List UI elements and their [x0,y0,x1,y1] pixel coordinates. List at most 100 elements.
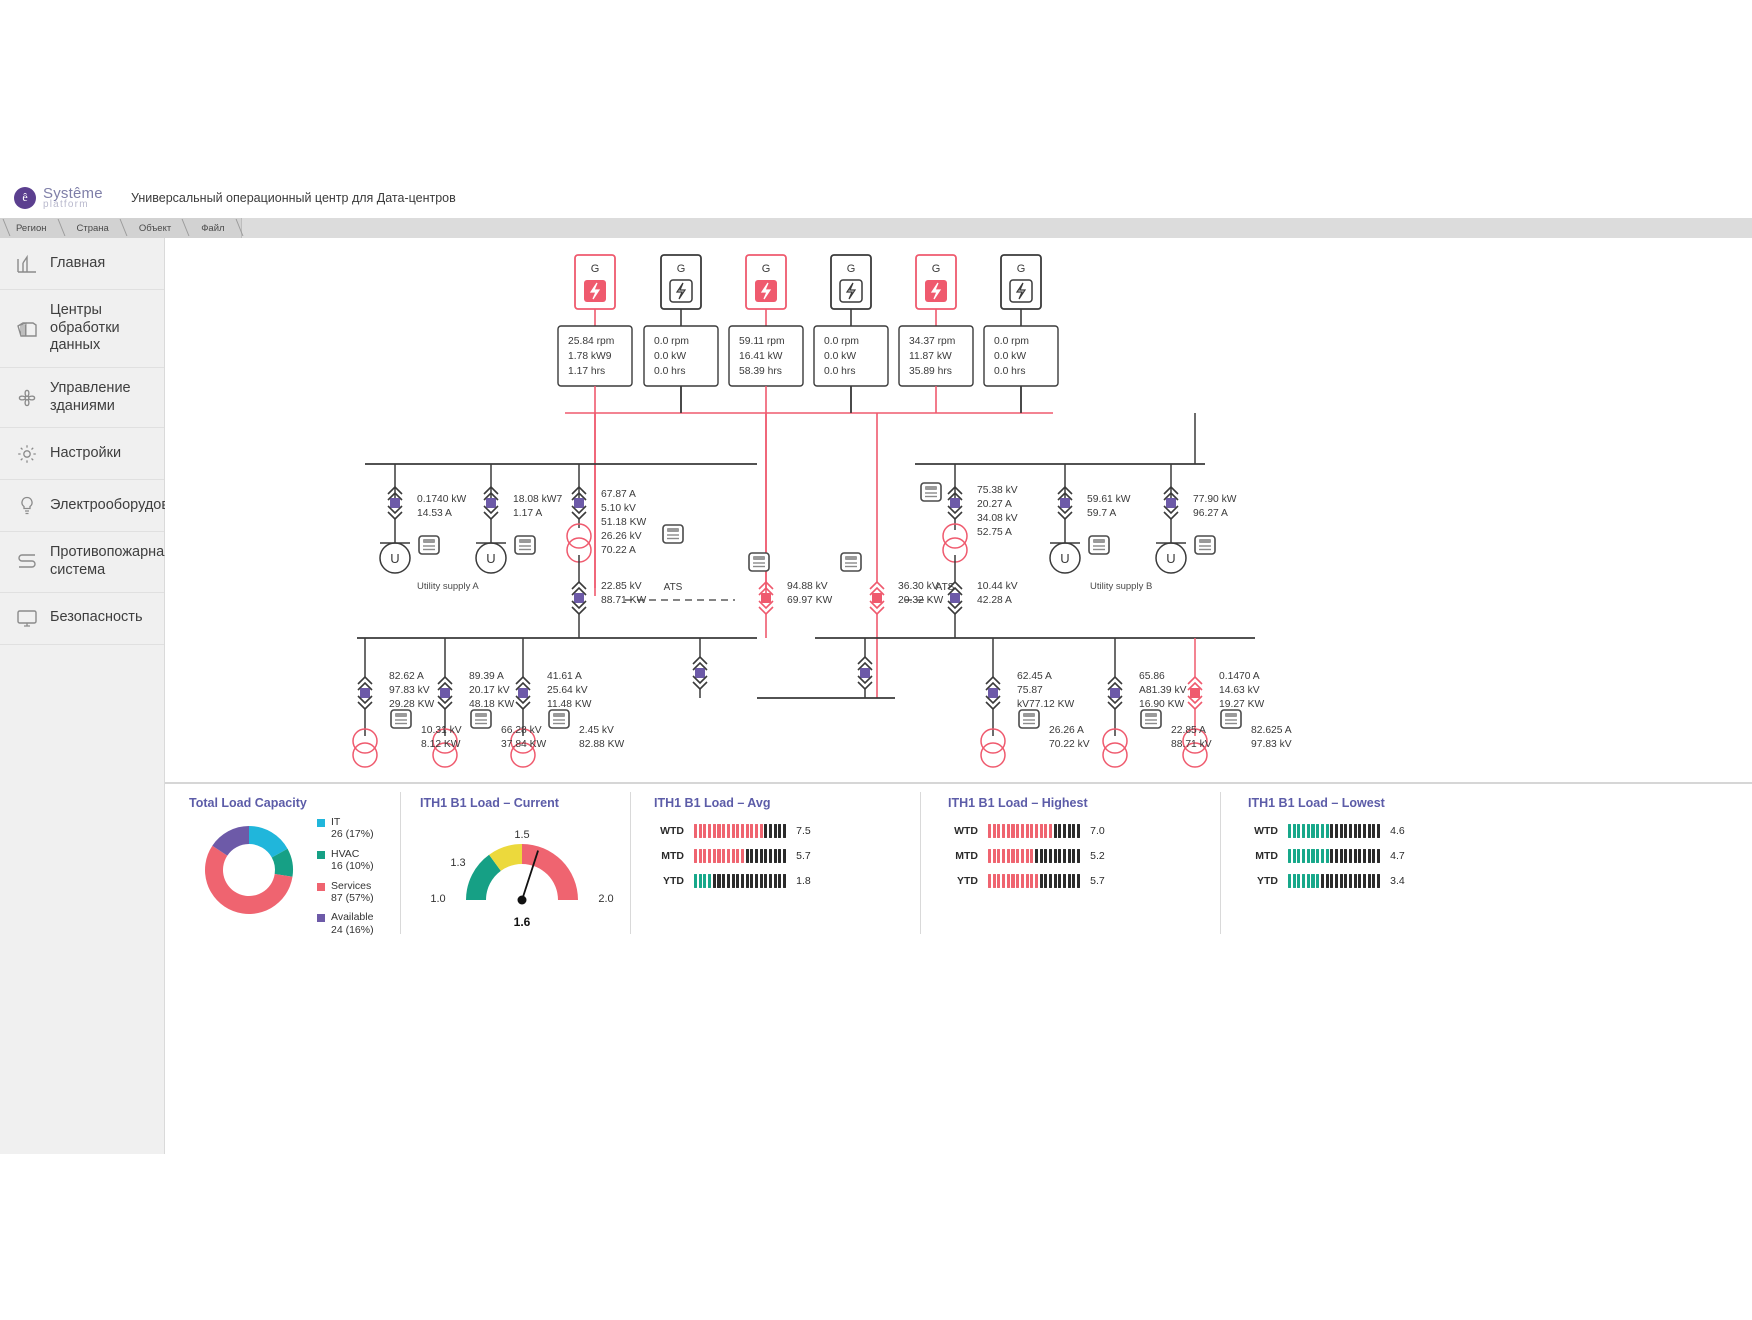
svg-text:0.0 hrs: 0.0 hrs [654,366,685,377]
diagram-value-label: 75.38 kV 20.27 A 34.08 kV 52.75 A [977,485,1018,538]
diagram-value-label: 65.86 A81.39 kV 16.90 KW [1139,671,1187,710]
bar-meter-track [1288,874,1381,888]
bar-meter-tick [1363,874,1367,888]
legend-item: HVAC 16 (10%) [317,848,374,873]
gauge-tick-label: 1.5 [514,829,529,841]
widget-load-avg: ITH1 B1 Load – Avg WTD 7.5 MTD 5.7 YTD 1.8 [630,784,920,942]
bar-meter-tick [745,849,749,863]
bar-meter-tick [778,824,782,838]
breadcrumb-items: Регион Страна Объект Файл [0,218,241,238]
legend-swatch [317,914,325,923]
sidebar-item-0[interactable]: Главная [0,238,164,290]
breadcrumb-item-3[interactable]: Файл [185,218,238,238]
sidebar-item-label: Управление зданиями [50,380,131,414]
bar-meter-tick [1334,824,1338,838]
logo-subtitle: platform [43,198,89,210]
bar-meter-tick [778,874,782,888]
bar-meter-track [694,849,787,863]
gauge-hub [517,895,527,905]
logo-text: Systême platform [43,186,103,209]
sidebar-item-4[interactable]: Электрооборудование [0,480,201,533]
bar-meter-tick [745,874,749,888]
diagram-value-label: 94.88 kV 69.97 KW [787,581,833,606]
bar-meter-track [988,874,1081,888]
bar-meter-tick [1011,824,1015,838]
bar-meter-tick [703,824,707,838]
sidebar-item-5[interactable]: Противопожарная система [0,532,172,593]
single-line-diagram: G 25.84 rpm 1.78 kW9 1.17 hrs G 0.0 rpm 0.0 kW… [165,238,1752,1154]
bar-meter-tick [1048,824,1053,838]
sidebar-item-3[interactable]: Настройки [0,428,164,481]
diagram-value-label: 26.26 A 70.22 kV [1049,725,1090,750]
bar-meter-tick [1067,874,1071,888]
bar-meter-tick [1016,824,1020,838]
gear-icon [14,441,40,467]
bar-meter-track [1288,824,1381,838]
svg-text:1.78 kW9: 1.78 kW9 [568,351,612,362]
bar-meter-tick [1016,874,1020,888]
sidebar-item-2[interactable]: Управление зданиями [0,368,164,429]
bar-meter-tick [1306,824,1310,838]
bar-meter-tick [1292,824,1296,838]
bar-meter-tick [740,849,744,863]
bar-meter-row: WTD 7.5 [654,824,920,838]
donut-slice [249,826,288,858]
breadcrumb-item-2[interactable]: Объект [123,218,185,238]
breadcrumb-item-0[interactable]: Регион [0,218,61,238]
breadcrumb-item-1[interactable]: Страна [61,218,123,238]
bar-meter-tick [1006,824,1010,838]
bar-meter-tick [708,849,712,863]
gauge-tick-label: 1.0 [430,893,445,905]
widget-title: Total Load Capacity [189,796,307,810]
gauge-band [489,844,522,871]
svg-text:0.0 kW: 0.0 kW [654,351,686,362]
diagram-value-label: 10.44 kV 42.28 A [977,581,1018,606]
bar-meter-tick [1002,824,1006,838]
diagram-value-label: 22.85 kV 88.71 KW [601,581,647,606]
bar-meter-tick [1048,874,1053,888]
bar-meter-tick [1339,874,1343,888]
fire-system-icon [14,549,40,575]
widget-title: ITH1 B1 Load – Highest [948,796,1088,810]
svg-text:U: U [390,551,399,566]
bar-meter-tick [750,824,754,838]
bar-meter-tick [1020,824,1024,838]
bar-meter-value: 7.0 [1090,825,1105,837]
bar-meter-label: YTD [1257,875,1278,887]
bar-meter-tick [1339,824,1343,838]
bar-meter-tick [764,874,768,888]
bar-meter-tick [988,824,992,838]
bar-meter-tick [997,849,1001,863]
gauge-chart: 1.0 1.3 1.5 2.0 1.6 [430,829,613,929]
diagram-value-label: 89.39 A 20.17 kV 48.18 KW [469,671,515,710]
bar-meter-tick [1292,849,1296,863]
widget-load-lowest: ITH1 B1 Load – Lowest WTD 4.6 MTD 4.7 YTD 3.4 [1220,784,1520,942]
sidebar-item-1[interactable]: Центры обработки данных [0,290,164,369]
bar-meter-label: WTD [660,825,684,837]
brand-logo[interactable]: ê Systême platform [14,186,109,209]
bar-meter-tick [1058,824,1062,838]
bar-meter-tick [726,824,730,838]
diagram-value-label: 2.45 kV 82.88 KW [579,725,625,750]
legend-swatch [317,882,325,891]
legend-swatch [317,819,325,827]
bar-meter-tick [694,874,698,888]
bar-meter-tick [992,874,996,888]
legend-item: Available 24 (16%) [317,911,374,936]
bar-meter-tick [988,874,992,888]
bar-meter-tick [769,824,773,838]
donut-legend: IT 26 (17%) HVAC 16 (10%) Services 87 (57%) Av… [317,816,374,943]
bar-meter-tick [712,824,716,838]
bar-meter-tick [1372,824,1376,838]
widget-title: ITH1 B1 Load – Lowest [1248,796,1385,810]
legend-text: Available 24 (16%) [331,911,374,936]
bar-meter-tick [731,874,735,888]
bar-meter-tick [731,849,735,863]
bar-meter-tick [1058,849,1062,863]
bar-meter-tick [1030,874,1034,888]
bar-meter-tick [1330,824,1334,838]
bar-meter-label: WTD [1254,825,1278,837]
bar-meter-tick [1063,849,1067,863]
sidebar-item-6[interactable]: Безопасность [0,593,164,645]
sidebar-item-label: Настройки [50,445,122,462]
